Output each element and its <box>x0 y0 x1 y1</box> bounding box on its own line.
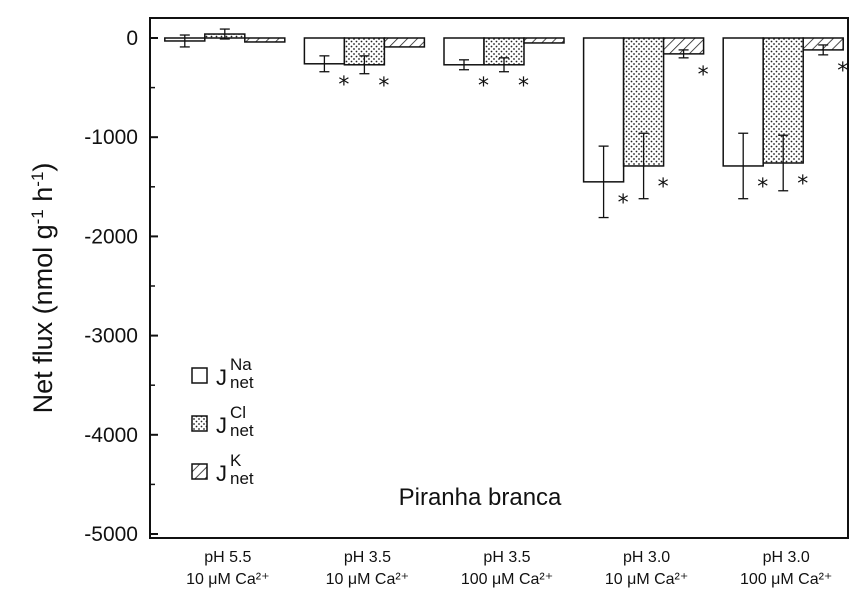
legend-swatch-hatched <box>191 463 208 480</box>
ylabel-main: Net flux (nmol g <box>28 224 58 413</box>
chart-annotation: Piranha branca <box>399 484 562 511</box>
x-tick-label-line2: 10 μM Ca²⁺ <box>326 571 409 588</box>
x-tick-label-line2: 10 μM Ca²⁺ <box>186 571 269 588</box>
legend-label-sub: net <box>230 373 254 392</box>
x-tick-label-line2: 100 μM Ca²⁺ <box>740 571 832 588</box>
x-axis: pH 5.5 10 μM Ca²⁺ pH 3.5 10 μM Ca²⁺ pH 3.5 10… <box>186 549 832 588</box>
bars-layer <box>164 33 844 183</box>
x-tick-label-line1: pH 3.5 <box>483 549 530 566</box>
y-tick-label: -5000 <box>84 523 138 546</box>
significance-star: * <box>338 73 349 98</box>
x-tick-label-line2: 100 μM Ca²⁺ <box>461 571 553 588</box>
ylabel-sup1: -1 <box>28 209 47 224</box>
x-tick-label-line1: pH 5.5 <box>204 549 251 566</box>
plot-border <box>149 17 849 539</box>
significance-markers: * * * * * * * * * * <box>338 59 848 216</box>
significance-star: * <box>618 191 629 216</box>
x-tick-label-line1: pH 3.0 <box>623 549 670 566</box>
significance-star: * <box>837 59 848 84</box>
y-tick-label: -2000 <box>84 225 138 248</box>
plot-frame <box>149 17 849 539</box>
legend-label-main: J <box>216 461 227 486</box>
y-tick-label: -1000 <box>84 126 138 149</box>
y-tick-label: -3000 <box>84 325 138 348</box>
legend-label-sup: Cl <box>230 403 246 422</box>
y-tick-label: 0 <box>126 27 138 50</box>
y-axis: 0 -1000 -2000 -3000 -4000 -5000 <box>84 27 158 546</box>
x-tick-label-line2: 10 μM Ca²⁺ <box>605 571 688 588</box>
significance-star: * <box>378 74 389 99</box>
legend-label-sub: net <box>230 421 254 440</box>
bar-hatched <box>383 37 426 48</box>
legend-label-main: J <box>216 413 227 438</box>
ylabel-mid: h <box>28 187 58 210</box>
ylabel-sup2: -1 <box>28 172 47 187</box>
error-bars-layer <box>179 28 829 219</box>
y-axis-label: Net flux (nmol g-1 h-1) <box>28 163 59 414</box>
significance-star: * <box>797 172 808 197</box>
legend-label-sup: Na <box>230 355 252 374</box>
y-tick-label: -4000 <box>84 424 138 447</box>
significance-star: * <box>698 63 709 88</box>
significance-star: * <box>518 74 529 99</box>
bar-hatched <box>523 37 565 44</box>
legend-swatch-dotted <box>191 415 208 432</box>
legend-label-main: J <box>216 365 227 390</box>
legend-swatch-open <box>191 367 208 384</box>
significance-star: * <box>658 175 669 200</box>
ylabel-end: ) <box>28 163 58 172</box>
legend-label-sup: K <box>230 451 242 470</box>
x-tick-label-line1: pH 3.0 <box>763 549 810 566</box>
significance-star: * <box>757 175 768 200</box>
bar-hatched <box>244 37 286 43</box>
significance-star: * <box>478 74 489 99</box>
x-tick-label-line1: pH 3.5 <box>344 549 391 566</box>
legend-label-sub: net <box>230 469 254 488</box>
